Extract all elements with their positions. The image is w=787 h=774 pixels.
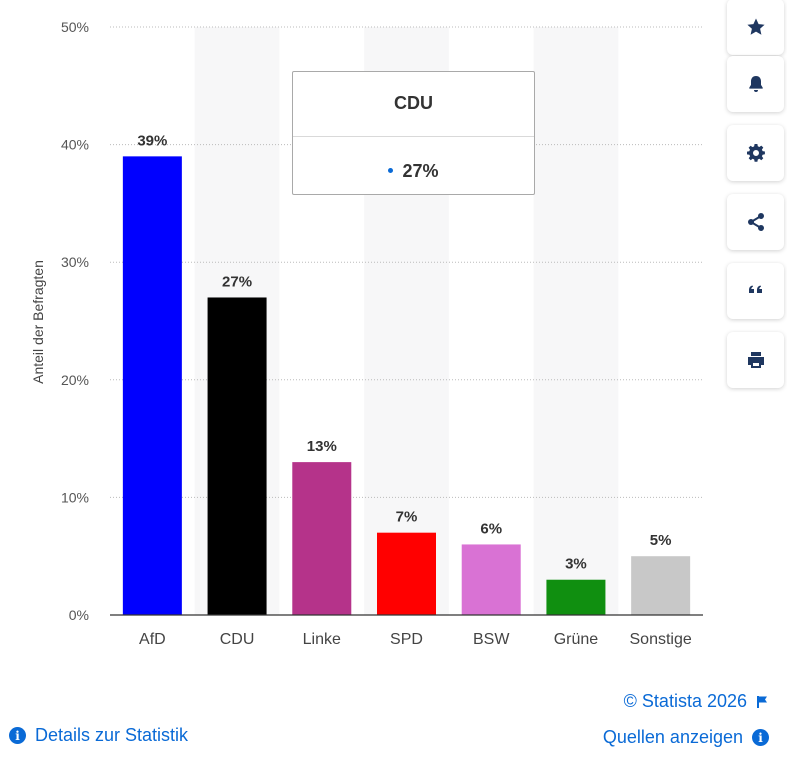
gear-icon [746, 144, 765, 162]
statista-credit-link[interactable]: © Statista 2026 [624, 691, 769, 712]
x-tick-label: Grüne [554, 631, 599, 648]
y-tick-label: 20% [61, 372, 89, 388]
bars: 39% 27% 13% 7% 6% 3% 5% [122, 132, 691, 616]
x-tick-label: CDU [220, 631, 255, 648]
bar[interactable] [292, 462, 352, 615]
bar[interactable] [546, 579, 606, 615]
x-tick-label: Sonstige [630, 631, 692, 648]
bar[interactable] [631, 556, 691, 615]
y-axis-ticks: 0% 10% 20% 30% 40% 50% [61, 19, 89, 623]
info-icon: i [752, 729, 769, 746]
bar[interactable] [207, 297, 267, 615]
tooltip-value: 27% [402, 161, 439, 181]
data-label: 39% [137, 132, 167, 149]
y-tick-label: 40% [61, 137, 89, 153]
x-tick-label: Linke [303, 631, 341, 648]
bar[interactable] [122, 156, 182, 616]
bar[interactable] [377, 532, 436, 615]
sources-link-label: Quellen anzeigen [602, 727, 743, 747]
tooltip-value-row: 27% [293, 161, 534, 182]
details-link-label: Details zur Statistik [35, 725, 189, 745]
info-icon: i [9, 727, 26, 744]
print-button[interactable] [727, 332, 784, 388]
tooltip-title: CDU [293, 72, 534, 137]
cite-button[interactable] [727, 263, 784, 319]
favorite-button[interactable] [727, 0, 784, 55]
data-label: 3% [565, 556, 587, 573]
share-icon [747, 213, 764, 231]
credit-text: © Statista 2026 [623, 691, 747, 711]
quote-icon [748, 285, 762, 293]
x-tick-label: AfD [139, 631, 166, 648]
flag-icon [757, 695, 767, 708]
x-tick-label: SPD [390, 631, 423, 648]
print-icon [747, 352, 764, 368]
sources-link[interactable]: Quellen anzeigen i [603, 727, 769, 748]
bell-icon [748, 76, 763, 92]
y-tick-label: 0% [69, 607, 89, 623]
data-label: 6% [480, 520, 502, 537]
data-label: 13% [307, 438, 337, 455]
bar-tooltip: CDU 27% [292, 71, 535, 195]
data-label: 5% [650, 532, 672, 549]
details-link[interactable]: i Details zur Statistik [9, 725, 188, 746]
star-icon [746, 18, 765, 35]
bar[interactable] [461, 544, 521, 615]
settings-button[interactable] [727, 125, 784, 181]
column-band [533, 27, 619, 615]
tooltip-series-dot [388, 167, 394, 173]
share-button[interactable] [727, 194, 784, 250]
x-axis-labels: AfD CDU Linke SPD BSW Grüne Sonstige [139, 631, 692, 648]
notification-button[interactable] [727, 56, 784, 112]
data-label: 27% [222, 273, 252, 290]
y-tick-label: 30% [61, 254, 89, 270]
x-tick-label: BSW [473, 631, 510, 648]
y-tick-label: 10% [61, 489, 89, 505]
y-axis-label: Anteil der Befragten [30, 260, 46, 384]
data-label: 7% [396, 509, 418, 526]
y-tick-label: 50% [61, 19, 89, 35]
